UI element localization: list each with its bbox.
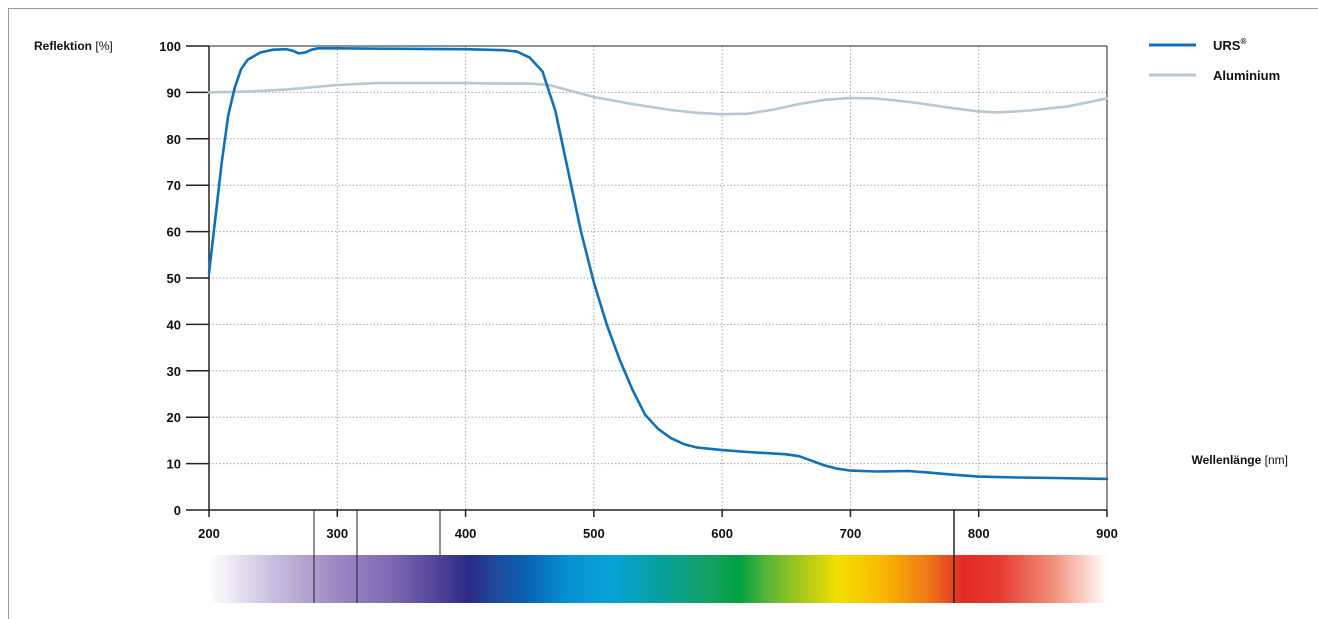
y-tick-label: 50 [167, 271, 181, 286]
y-tick-label: 30 [167, 364, 181, 379]
legend-item-urs: URS® [1149, 37, 1246, 53]
y-tick-label: 90 [167, 85, 181, 100]
axes [186, 45, 1108, 517]
y-axis-label: Reflektion [%] [34, 39, 113, 53]
x-tick-label: 600 [711, 526, 733, 541]
legend-label-urs: URS® [1213, 37, 1246, 53]
x-tick-label: 400 [455, 526, 477, 541]
legend-label-aluminium: Aluminium [1213, 68, 1280, 83]
y-tick-label: 100 [159, 39, 181, 54]
y-tick-label: 80 [167, 132, 181, 147]
x-tick-label: 500 [583, 526, 605, 541]
x-tick-label: 200 [198, 526, 220, 541]
x-tick-label: 300 [326, 526, 348, 541]
y-tick-label: 10 [167, 457, 181, 472]
x-tick-label: 700 [840, 526, 862, 541]
data-series [207, 47, 1109, 481]
x-axis-label: Wellenlänge [nm] [1192, 453, 1288, 467]
legend-item-aluminium: Aluminium [1149, 68, 1280, 83]
tick-labels: 0 10 20 30 40 50 60 70 80 90 100 200 300 400 500 600 700… [159, 39, 1118, 541]
series-line-aluminium [207, 81, 1109, 116]
y-tick-label: 0 [174, 503, 181, 518]
y-tick-label: 40 [167, 317, 181, 332]
y-tick-label: 70 [167, 178, 181, 193]
spectrum-bar [209, 510, 1107, 603]
grid-lines [209, 45, 1108, 510]
legend: URS® Aluminium [1149, 37, 1280, 83]
x-tick-label: 900 [1096, 526, 1118, 541]
series-line-urs [207, 47, 1109, 481]
y-tick-label: 20 [167, 410, 181, 425]
y-tick-label: 60 [167, 225, 181, 240]
chart-frame [8, 8, 1318, 619]
x-tick-label: 800 [968, 526, 990, 541]
